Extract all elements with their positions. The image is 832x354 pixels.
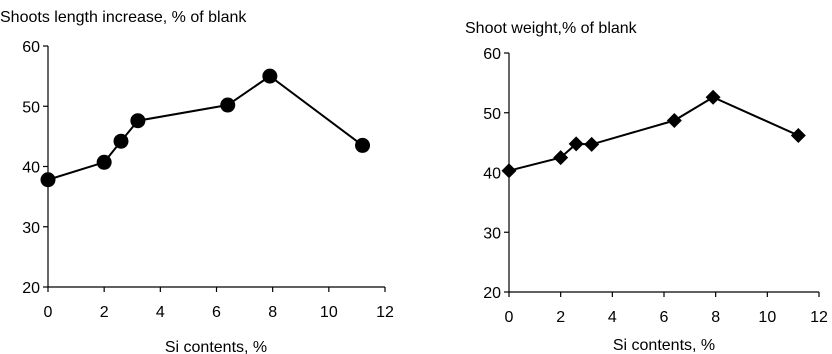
data-point — [130, 113, 146, 129]
y-tick-label: 40 — [22, 160, 40, 177]
data-point — [666, 113, 682, 129]
y-tick-label: 20 — [22, 280, 40, 297]
data-point — [584, 136, 600, 152]
data-point — [220, 97, 236, 113]
x-tick-label: 12 — [376, 304, 394, 321]
x-tick-label: 6 — [212, 304, 221, 321]
x-tick-label: 2 — [556, 309, 565, 326]
y-tick-label: 30 — [483, 225, 501, 242]
x-axis-title: Si contents, % — [613, 337, 715, 354]
chart-shoot-weight: Shoot weight,% of blank Si contents, % 2… — [465, 20, 828, 354]
x-axis-title: Si contents, % — [165, 339, 267, 354]
x-tick-label: 0 — [44, 304, 53, 321]
chart-panel-shoot-weight: Shoot weight,% of blank Si contents, % 2… — [416, 0, 832, 354]
chart-title: Shoots length increase, % of blank — [0, 9, 247, 26]
x-tick-label: 10 — [320, 304, 338, 321]
data-point — [501, 163, 517, 179]
data-point — [553, 150, 569, 166]
x-tick-label: 4 — [608, 309, 617, 326]
data-point — [568, 136, 584, 152]
x-tick-label: 10 — [758, 309, 776, 326]
data-point — [96, 154, 112, 170]
x-tick-label: 0 — [505, 309, 514, 326]
data-point — [790, 127, 806, 143]
data-point — [40, 172, 56, 188]
x-tick-label: 8 — [268, 304, 277, 321]
data-point — [262, 68, 278, 84]
y-tick-label: 40 — [483, 166, 501, 183]
chart-panel-shoots-length: Shoots length increase, % of blank Si co… — [0, 9, 394, 354]
series-line — [508, 96, 799, 172]
y-tick-label: 30 — [22, 220, 40, 237]
chart-shoots-length: Shoots length increase, % of blank Si co… — [0, 9, 394, 354]
data-point — [113, 133, 129, 149]
x-tick-label: 8 — [711, 309, 720, 326]
y-tick-label: 60 — [22, 39, 40, 56]
y-tick-label: 20 — [483, 285, 501, 302]
x-tick-label: 6 — [660, 309, 669, 326]
y-tick-label: 50 — [22, 99, 40, 116]
series-line — [47, 74, 364, 181]
x-tick-label: 2 — [100, 304, 109, 321]
y-tick-label: 60 — [483, 46, 501, 63]
y-tick-label: 50 — [483, 106, 501, 123]
x-tick-label: 12 — [810, 309, 828, 326]
data-point — [705, 89, 721, 105]
data-point — [355, 137, 371, 153]
chart-title: Shoot weight,% of blank — [465, 20, 638, 37]
x-tick-label: 4 — [156, 304, 165, 321]
